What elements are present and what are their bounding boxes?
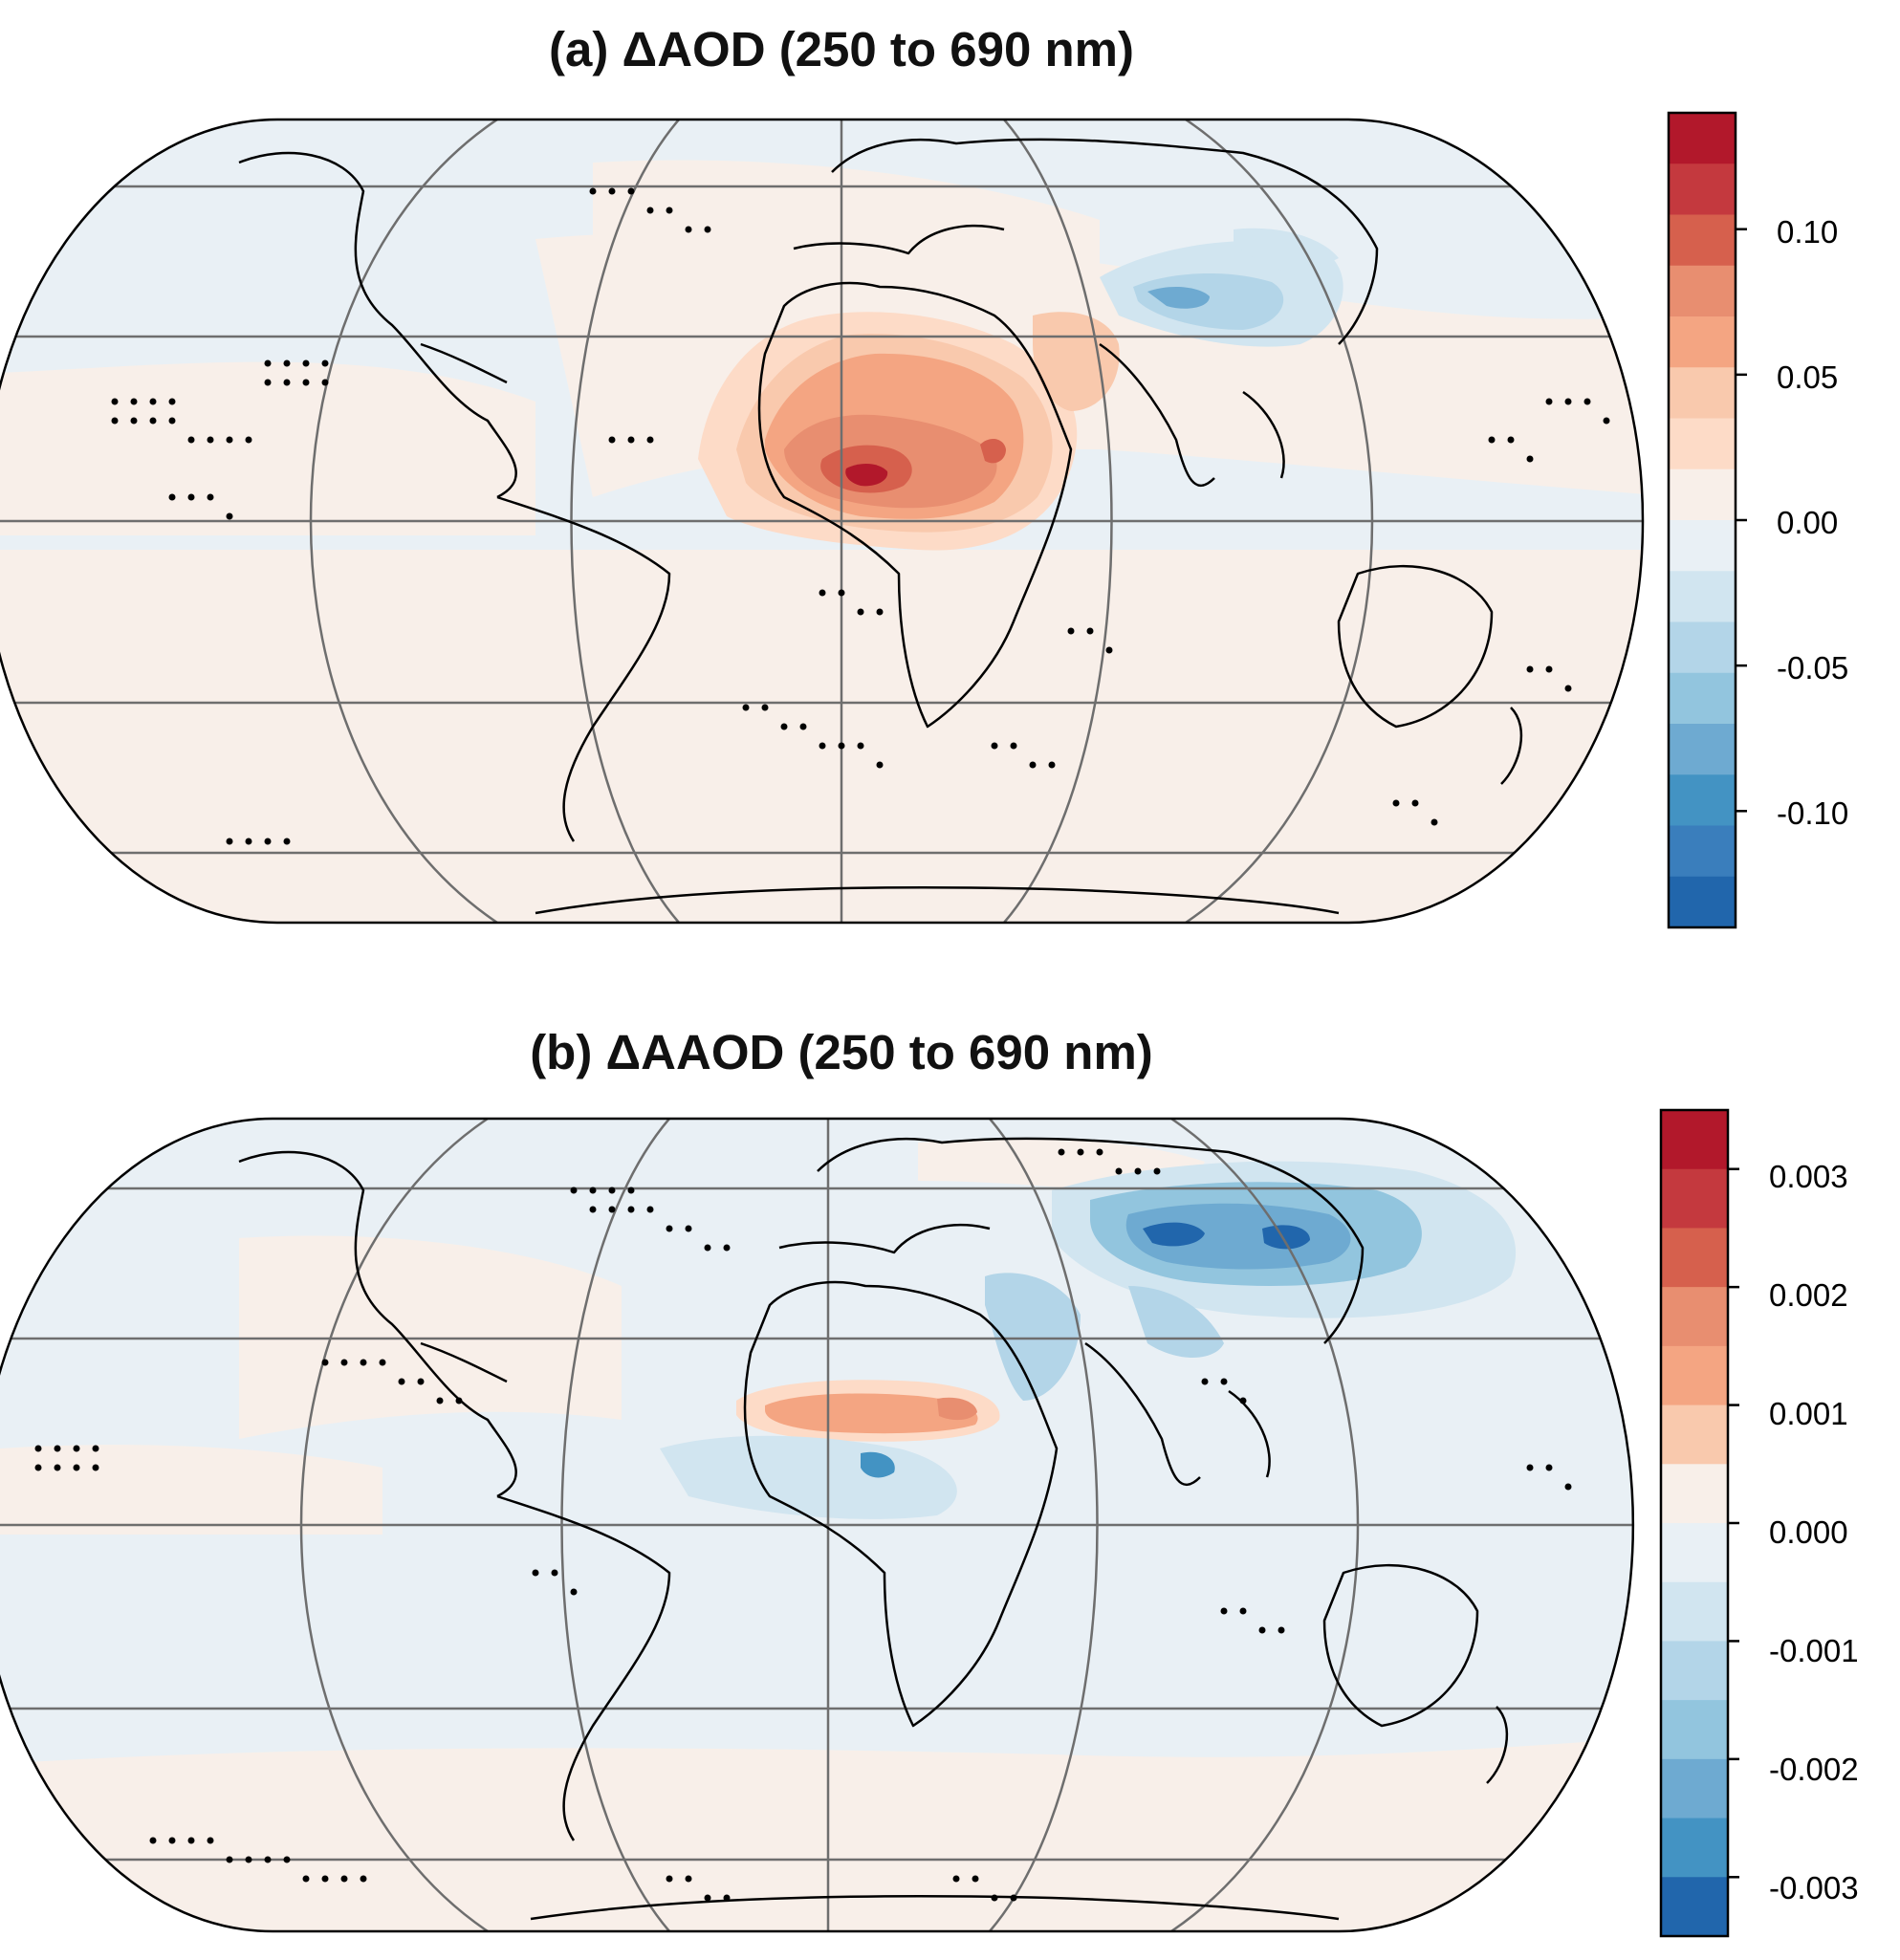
panel-b-map-outline <box>0 1117 1635 1933</box>
panel-a-title-text: ΔAOD (250 to 690 nm) <box>622 22 1134 76</box>
colorbar-swatch <box>1669 316 1736 368</box>
colorbar-swatch <box>1669 724 1736 775</box>
colorbar-swatch <box>1669 163 1736 216</box>
panel-b-stippling <box>34 1148 1572 1902</box>
panel-a-colorbar <box>1667 111 1747 929</box>
panel-a-colorbar-tick: -0.05 <box>1777 650 1849 686</box>
panel-a-asia-negative-3 <box>1147 286 1210 309</box>
colorbar-swatch <box>1661 1345 1728 1406</box>
colorbar-swatch <box>1661 1168 1728 1230</box>
colorbar-swatch <box>1669 672 1736 725</box>
panel-b-title-text: ΔAAOD (250 to 690 nm) <box>605 1025 1153 1079</box>
colorbar-swatch <box>1669 825 1736 878</box>
colorbar-swatch <box>1669 621 1736 674</box>
panel-a-dust-east <box>980 438 1006 464</box>
panel-a-colorbar-tick: 0.00 <box>1777 505 1839 540</box>
panel-b-colorbar <box>1659 1108 1739 1938</box>
panel-a-north-atlantic-positive <box>593 160 1100 287</box>
colorbar-swatch <box>1661 1641 1728 1701</box>
colorbar-swatch <box>1661 1464 1728 1524</box>
panel-a-title-prefix: (a) <box>549 22 609 76</box>
panel-b-middle-east-negative <box>985 1273 1081 1401</box>
panel-a-colorbar-tick: -0.10 <box>1777 795 1849 831</box>
panel-b-title-prefix: (b) <box>530 1025 593 1079</box>
panel-b-aaod: (b) ΔAAOD (250 to 690 nm) <box>0 999 1900 1960</box>
panel-b-colorbar-tick: 0.002 <box>1769 1277 1848 1313</box>
colorbar-swatch <box>1661 1581 1728 1643</box>
panel-a-map-outline <box>0 118 1645 925</box>
panel-b-asia-level-3 <box>1125 1203 1351 1270</box>
colorbar-swatch <box>1661 1405 1728 1465</box>
panel-a-map <box>0 111 1747 929</box>
panel-a-aod: (a) ΔAOD (250 to 690 nm) <box>0 0 1900 956</box>
panel-a-stippling <box>111 187 1610 845</box>
colorbar-swatch <box>1669 774 1736 827</box>
panel-b-graticule <box>0 1119 1633 1931</box>
colorbar-swatch <box>1669 367 1736 420</box>
panel-a-graticule <box>0 120 1643 923</box>
panel-b-map <box>0 1108 1739 1938</box>
panel-b-sahel-max <box>937 1397 977 1421</box>
colorbar-swatch <box>1669 214 1736 267</box>
panel-b-colorbar-tick: 0.001 <box>1769 1396 1848 1431</box>
panel-b-southern-positive <box>0 1735 1633 1931</box>
colorbar-swatch <box>1669 520 1736 572</box>
colorbar-swatch <box>1661 1287 1728 1347</box>
colorbar-swatch <box>1661 1758 1728 1819</box>
colorbar-swatch <box>1661 1110 1728 1170</box>
panel-b-tropical-positive <box>0 1445 382 1535</box>
panel-a-dust-max <box>845 463 888 487</box>
colorbar-swatch <box>1669 418 1736 470</box>
panel-b-coastlines <box>238 1137 1509 1921</box>
panel-b-colorbar-tick: -0.001 <box>1769 1633 1859 1668</box>
panel-a-colorbar-tick: 0.05 <box>1777 359 1839 395</box>
panel-b-pacific-positive <box>239 1235 622 1439</box>
panel-a-southern-positive <box>0 550 1643 923</box>
panel-a-coastlines <box>238 138 1523 915</box>
colorbar-swatch <box>1669 468 1736 521</box>
panel-b-colorbar-tick: -0.003 <box>1769 1870 1859 1906</box>
panel-b-sahel-level-2 <box>765 1393 978 1434</box>
colorbar-swatch <box>1661 1228 1728 1288</box>
colorbar-swatch <box>1661 1818 1728 1878</box>
colorbar-swatch <box>1669 113 1736 164</box>
panel-b-asia-max-west <box>1143 1222 1205 1247</box>
panel-a-pacific-positive <box>0 361 535 535</box>
panel-b-colorbar-tick: 0.000 <box>1769 1514 1848 1550</box>
colorbar-swatch <box>1661 1700 1728 1760</box>
colorbar-swatch <box>1669 571 1736 623</box>
panel-b-colorbar-tick: -0.002 <box>1769 1752 1859 1787</box>
panel-b-title: (b) ΔAAOD (250 to 690 nm) <box>0 1024 1683 1080</box>
panel-b-asia-max-east <box>1262 1225 1310 1250</box>
panel-b-congo-negative <box>861 1451 895 1478</box>
colorbar-swatch <box>1669 265 1736 317</box>
colorbar-swatch <box>1661 1877 1728 1937</box>
panel-a-title: (a) ΔAOD (250 to 690 nm) <box>0 21 1683 77</box>
panel-a-colorbar-tick: 0.10 <box>1777 214 1839 250</box>
colorbar-swatch <box>1669 876 1736 928</box>
panel-b-colorbar-tick: 0.003 <box>1769 1159 1848 1194</box>
colorbar-swatch <box>1661 1523 1728 1583</box>
